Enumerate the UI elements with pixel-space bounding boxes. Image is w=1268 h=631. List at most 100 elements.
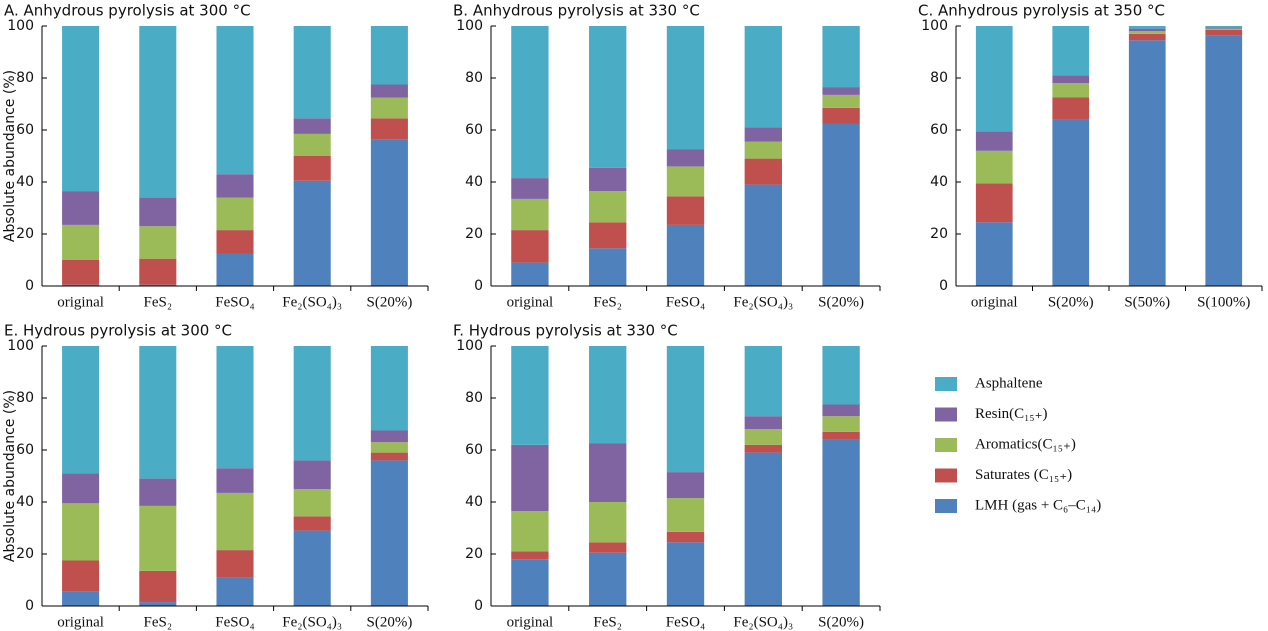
y-tick-label: 60 (465, 442, 483, 458)
bar-segment (744, 416, 782, 430)
bar-segment (666, 224, 705, 286)
y-tick-label: 40 (16, 494, 34, 510)
bar-segment (1052, 26, 1090, 76)
y-tick-label: 100 (7, 18, 34, 34)
legend-swatch (935, 468, 957, 483)
y-tick-label: 20 (16, 226, 34, 242)
bar-segment (822, 431, 860, 440)
bar-segment (1052, 75, 1090, 84)
legend-label: Saturates (C₁₅₊) (975, 467, 1072, 483)
bar-segment (293, 26, 331, 119)
bar-segment (666, 531, 705, 543)
x-tick-label: S(20%) (818, 614, 864, 630)
y-tick-label: 0 (474, 278, 483, 294)
bar-segment (666, 346, 705, 473)
bar-segment (822, 439, 860, 606)
y-tick-label: 20 (16, 546, 34, 562)
bar-segment (216, 174, 254, 198)
bar-segment (139, 570, 177, 603)
bar-segment (744, 26, 782, 128)
x-tick-label: FeSO₄ (666, 614, 705, 630)
bar-segment (822, 87, 860, 95)
x-tick-label: S(20%) (366, 294, 412, 310)
y-tick-label: 40 (465, 494, 483, 510)
bar-segment (370, 26, 408, 85)
bar-segment (293, 530, 331, 606)
bar-segment (216, 468, 254, 493)
bar-segment (589, 552, 627, 606)
bar-segment (216, 577, 254, 606)
x-tick-label: S(20%) (1048, 294, 1094, 310)
x-tick-label: Fe₂(SO₄)₃ (733, 294, 793, 310)
bar-segment (1128, 33, 1166, 41)
y-tick-label: 100 (921, 18, 948, 34)
bar-segment (511, 178, 549, 199)
y-tick-label: 60 (930, 122, 948, 138)
legend-swatch (935, 499, 957, 513)
bar-segment (139, 346, 177, 479)
bar-segment (216, 26, 254, 175)
bar-segment (666, 196, 705, 225)
legend-label: Asphaltene (975, 375, 1043, 391)
chart-title: F. Hydrous pyrolysis at 330 °C (453, 322, 678, 340)
y-tick-label: 60 (16, 122, 34, 138)
bar-segment (1128, 31, 1166, 34)
bar-segment (589, 167, 627, 192)
x-tick-label: S(100%) (1197, 294, 1250, 310)
x-tick-label: S(20%) (818, 294, 864, 310)
bar-segment (216, 197, 254, 231)
bar-segment (370, 346, 408, 431)
bar-segment (62, 591, 100, 606)
bar-segment (744, 346, 782, 417)
x-tick-label: FeS₂ (593, 294, 622, 310)
bar-segment (666, 542, 705, 606)
x-tick-label: FeSO₄ (666, 294, 705, 310)
bar-segment (370, 430, 408, 443)
x-tick-label: Fe₂(SO₄)₃ (733, 614, 793, 630)
bar-segment (216, 550, 254, 578)
bar-segment (370, 84, 408, 98)
bar-segment (511, 559, 549, 606)
bar-segment (511, 444, 549, 512)
bar-segment (62, 26, 100, 192)
bar-segment (293, 489, 331, 517)
bar-segment (370, 442, 408, 453)
bar-segment (975, 26, 1013, 132)
y-tick-label: 20 (465, 546, 483, 562)
y-tick-label: 20 (930, 226, 948, 242)
bar-segment (589, 191, 627, 223)
bar-segment (62, 503, 100, 561)
x-tick-label: original (507, 294, 554, 310)
bar-segment (62, 191, 100, 225)
bar-segment (744, 127, 782, 142)
y-tick-label: 40 (16, 174, 34, 190)
bar-segment (822, 26, 860, 88)
bar-segment (293, 118, 331, 134)
x-tick-label: FeS₂ (144, 294, 173, 310)
x-tick-label: Fe₂(SO₄)₃ (282, 294, 342, 310)
bar-segment (293, 516, 331, 531)
bar-segment (1052, 119, 1090, 286)
bar-segment (139, 505, 177, 571)
x-tick-label: FeS₂ (593, 614, 622, 630)
bar-segment (370, 97, 408, 119)
bar-segment (511, 346, 549, 445)
bar-segment (744, 141, 782, 159)
bar-segment (744, 158, 782, 185)
y-tick-label: 20 (465, 226, 483, 242)
bar-segment (62, 346, 100, 474)
bar-segment (822, 94, 860, 108)
bar-segment (589, 502, 627, 543)
y-tick-label: 80 (16, 70, 34, 86)
y-tick-label: 0 (25, 278, 34, 294)
bar-segment (139, 284, 177, 286)
bar-segment (62, 224, 100, 260)
bar-segment (1128, 28, 1166, 32)
legend-label: Aromatics(C₁₅₊) (975, 436, 1076, 452)
bar-segment (744, 184, 782, 286)
bar-segment (293, 133, 331, 156)
y-tick-label: 40 (930, 174, 948, 190)
bar-segment (975, 222, 1013, 286)
bar-segment (511, 230, 549, 263)
